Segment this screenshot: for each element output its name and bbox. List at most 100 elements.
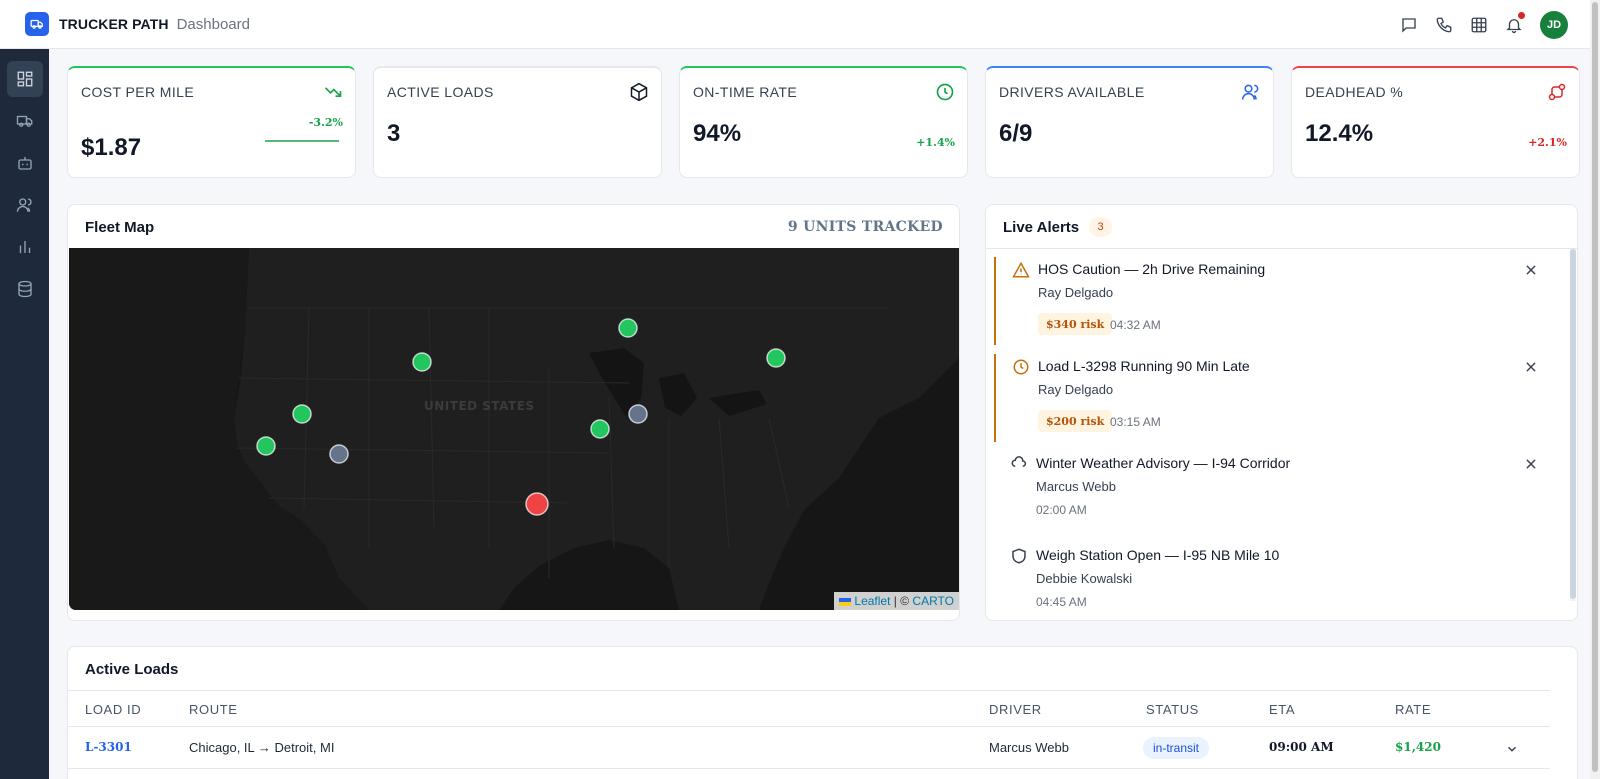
alert-item[interactable]: Weigh Station Open — I-95 NB Mile 10 Deb…: [994, 543, 1562, 610]
route-icon: [1547, 82, 1567, 102]
sidebar-item-dashboard[interactable]: [6, 61, 43, 97]
warning-icon: [1012, 261, 1030, 278]
vehicle-marker-active[interactable]: [412, 352, 432, 372]
kpi-label: COST PER MILE: [81, 84, 195, 100]
sidebar-item-fleet[interactable]: [7, 103, 43, 139]
users-icon: [1241, 82, 1261, 102]
close-icon[interactable]: [1524, 263, 1538, 277]
sidebar: [0, 49, 49, 779]
kpi-delta: +1.4%: [916, 136, 955, 149]
column-header[interactable]: DRIVER: [989, 702, 1042, 717]
bot-icon: [17, 157, 32, 170]
alert-item[interactable]: Winter Weather Advisory — I-94 Corridor …: [994, 451, 1562, 531]
fleet-map-panel: Fleet Map 9 UNITS TRACKED: [67, 204, 960, 621]
package-icon: [629, 82, 649, 102]
sidebar-item-analytics[interactable]: [7, 229, 43, 265]
sidebar-item-drivers[interactable]: [7, 187, 43, 223]
vehicle-marker-idle[interactable]: [329, 444, 349, 464]
alert-item[interactable]: Load L-3298 Running 90 Min Late Ray Delg…: [994, 354, 1562, 442]
fleet-map[interactable]: UNITED STATES Leaflet | © CARTO: [69, 248, 959, 610]
page-title: Dashboard: [176, 15, 250, 33]
vehicle-marker-active[interactable]: [766, 348, 786, 368]
kpi-deadhead: DEADHEAD % 12.4% +2.1%: [1291, 66, 1580, 178]
alert-driver: Ray Delgado: [1038, 285, 1114, 300]
column-header[interactable]: RATE: [1395, 702, 1432, 717]
message-icon[interactable]: [1400, 16, 1418, 34]
close-icon[interactable]: [1524, 360, 1538, 374]
active-loads-panel: Active Loads LOAD ID ROUTE DRIVER STATUS…: [67, 646, 1578, 779]
eta-cell: 09:00 AM: [1269, 740, 1334, 754]
alerts-scrollbar[interactable]: [1570, 249, 1576, 601]
shield-icon: [1012, 548, 1026, 564]
kpi-value: 6/9: [999, 120, 1033, 147]
avatar[interactable]: JD: [1540, 10, 1568, 39]
kpi-cost-per-mile: COST PER MILE $1.87 -3.2%: [67, 66, 356, 178]
phone-icon[interactable]: [1435, 16, 1453, 34]
live-alerts-panel: Live Alerts 3 HOS Caution — 2h Drive Rem…: [985, 204, 1578, 621]
alert-title: HOS Caution — 2h Drive Remaining: [1038, 261, 1266, 277]
clock-icon: [1013, 359, 1029, 375]
route-cell: Chicago, IL → Detroit, MI: [189, 740, 335, 755]
notification-dot: [1518, 11, 1525, 19]
bar-chart-icon: [19, 241, 30, 253]
risk-badge: $340 risk: [1038, 313, 1113, 335]
vehicle-marker-alert[interactable]: [525, 492, 549, 516]
alert-time: 04:45 AM: [1036, 595, 1087, 609]
trending-down-icon: [323, 82, 343, 102]
clock-icon: [935, 82, 955, 102]
top-bar: TRUCKER PATH Dashboard JD: [0, 0, 1590, 49]
alert-title: Weigh Station Open — I-95 NB Mile 10: [1036, 547, 1280, 563]
kpi-on-time-rate: ON-TIME RATE 94% +1.4%: [679, 66, 968, 178]
kpi-label: DEADHEAD %: [1305, 84, 1404, 100]
status-badge: in-transit: [1143, 737, 1210, 759]
bell-icon[interactable]: [1505, 11, 1525, 34]
sidebar-item-data[interactable]: [7, 271, 43, 307]
flag-icon: [839, 597, 852, 606]
alert-driver: Ray Delgado: [1038, 382, 1114, 397]
truck-icon: [16, 115, 32, 127]
vehicle-marker-idle[interactable]: [628, 404, 648, 424]
page-scrollbar[interactable]: [1590, 0, 1600, 779]
users-icon: [16, 198, 32, 212]
driver-cell: Marcus Webb: [989, 740, 1069, 755]
alert-item[interactable]: HOS Caution — 2h Drive Remaining Ray Del…: [994, 257, 1562, 345]
database-icon: [17, 280, 32, 298]
close-icon[interactable]: [1524, 457, 1538, 471]
sidebar-item-assistant[interactable]: [7, 145, 43, 181]
truck-logo-icon[interactable]: [25, 12, 49, 36]
units-tracked: 9 UNITS TRACKED: [787, 219, 943, 235]
alert-time: 04:32 AM: [1110, 318, 1161, 332]
chevron-down-icon[interactable]: [1505, 742, 1519, 756]
alert-time: 03:15 AM: [1110, 415, 1161, 429]
vehicle-marker-active[interactable]: [590, 419, 610, 439]
kpi-label: DRIVERS AVAILABLE: [999, 84, 1145, 100]
risk-badge: $200 risk: [1038, 410, 1113, 432]
brand-name: TRUCKER PATH: [59, 16, 169, 32]
table-row[interactable]: L-3301 Chicago, IL → Detroit, MI Marcus …: [68, 727, 1550, 769]
column-header[interactable]: ROUTE: [189, 702, 238, 717]
column-header[interactable]: LOAD ID: [85, 702, 142, 717]
alert-driver: Debbie Kowalski: [1036, 571, 1133, 586]
leaflet-link[interactable]: Leaflet: [854, 594, 891, 608]
grid-icon[interactable]: [1470, 16, 1488, 34]
kpi-label: ACTIVE LOADS: [387, 84, 494, 100]
vehicle-marker-active[interactable]: [618, 318, 638, 338]
load-id-link[interactable]: L-3301: [85, 740, 132, 754]
column-header[interactable]: STATUS: [1146, 702, 1199, 717]
alert-title: Winter Weather Advisory — I-94 Corridor: [1036, 455, 1291, 471]
panel-title: Fleet Map: [85, 219, 155, 236]
panel-title: Live Alerts: [1003, 219, 1080, 236]
country-label: UNITED STATES: [424, 399, 535, 413]
alert-time: 02:00 AM: [1036, 503, 1087, 517]
kpi-active-loads: ACTIVE LOADS 3: [373, 66, 662, 178]
kpi-value: 94%: [693, 120, 742, 147]
carto-link[interactable]: CARTO: [912, 594, 954, 608]
kpi-drivers-available: DRIVERS AVAILABLE 6/9: [985, 66, 1274, 178]
kpi-value: 12.4%: [1305, 120, 1374, 147]
vehicle-marker-active[interactable]: [292, 404, 312, 424]
vehicle-marker-active[interactable]: [256, 436, 276, 456]
panel-title: Active Loads: [85, 661, 179, 678]
alerts-list[interactable]: HOS Caution — 2h Drive Remaining Ray Del…: [986, 248, 1577, 610]
column-header[interactable]: ETA: [1269, 702, 1296, 717]
kpi-delta: -3.2%: [308, 116, 343, 129]
